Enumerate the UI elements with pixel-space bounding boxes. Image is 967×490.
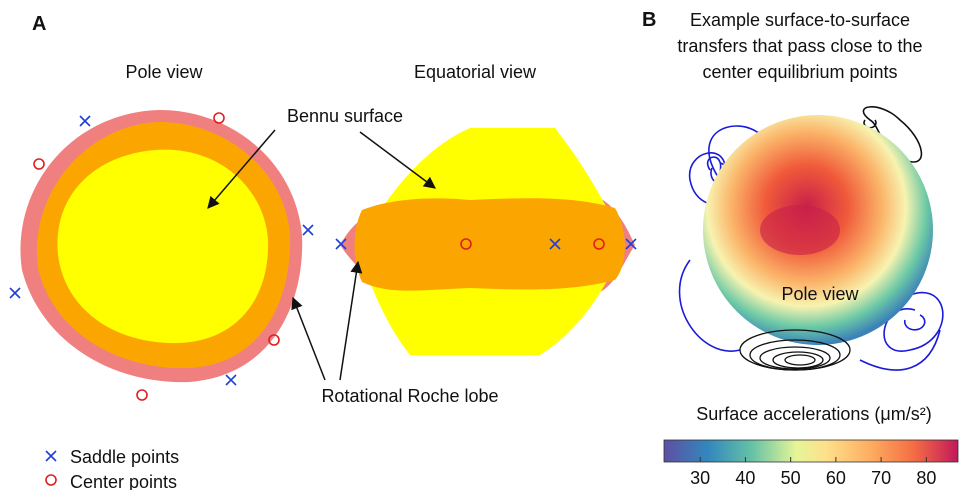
- center-markers: [33, 112, 605, 401]
- colorbar-tick-label: 60: [826, 468, 846, 488]
- panel-title: Example surface-to-surface: [690, 10, 910, 30]
- panel-label: A: [32, 13, 46, 35]
- panel-title: center equilibrium points: [702, 62, 897, 82]
- colorbar-tick-label: 70: [871, 468, 891, 488]
- arrow: [207, 129, 276, 209]
- colorbar-tick-label: 80: [916, 468, 936, 488]
- annotation: Bennu surface: [287, 106, 403, 126]
- view-title: Equatorial view: [414, 62, 537, 82]
- arrow: [291, 296, 326, 381]
- surface-acceleration-map: [760, 205, 840, 255]
- legend-label: Center points: [70, 472, 177, 490]
- view-title: Pole view: [125, 62, 203, 82]
- legend-marker: [45, 450, 57, 462]
- colorbar-tick-label: 30: [690, 468, 710, 488]
- arrow: [359, 131, 436, 189]
- legend-label: Saddle points: [70, 447, 179, 467]
- annotation: Rotational Roche lobe: [321, 386, 498, 406]
- colorbar-tick-label: 40: [735, 468, 755, 488]
- surface-inner: [354, 198, 625, 291]
- colorbar: [663, 439, 959, 463]
- colorbar-label: Surface accelerations (μm/s²): [696, 404, 931, 424]
- view-title: Pole view: [781, 284, 859, 304]
- legend-marker: [45, 474, 57, 486]
- colorbar-tick-label: 50: [781, 468, 801, 488]
- saddle-markers: [9, 115, 637, 386]
- panel-title: transfers that pass close to the: [677, 36, 922, 56]
- panel-label: B: [642, 9, 656, 31]
- arrow: [339, 260, 363, 381]
- transfer-orbits: [739, 329, 851, 371]
